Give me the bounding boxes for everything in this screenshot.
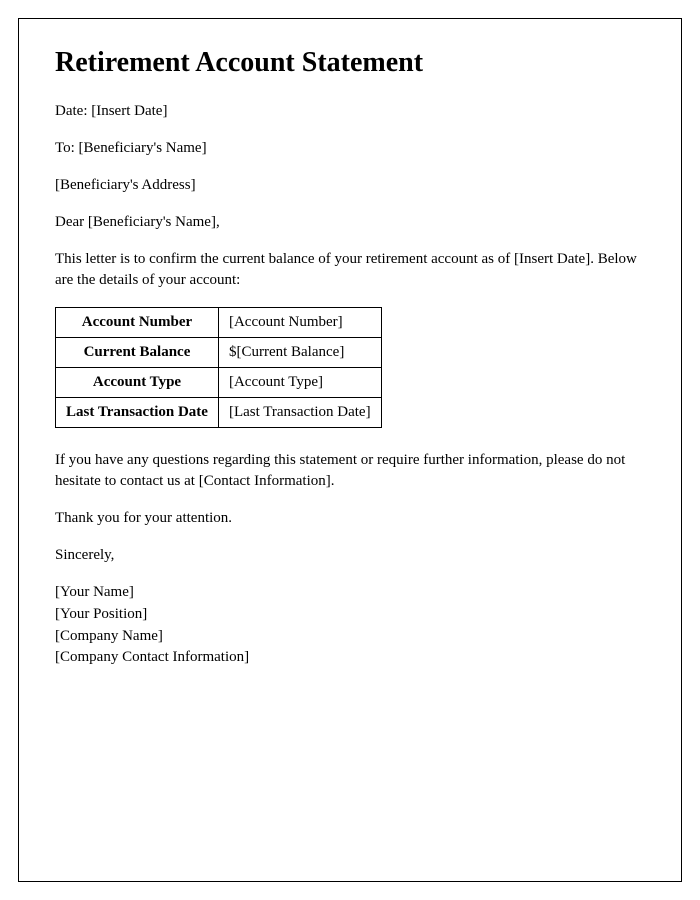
row-label: Account Number [56,308,219,338]
signature-company: [Company Name] [55,626,645,648]
row-value: [Account Number] [218,308,381,338]
row-label: Current Balance [56,338,219,368]
closing-section: If you have any questions regarding this… [55,450,645,669]
to-line: To: [Beneficiary's Name] [55,138,645,159]
address-line: [Beneficiary's Address] [55,175,645,196]
row-value: [Account Type] [218,368,381,398]
date-line: Date: [Insert Date] [55,101,645,122]
signoff: Sincerely, [55,545,645,566]
account-details-table: Account Number [Account Number] Current … [55,307,382,428]
thanks-line: Thank you for your attention. [55,508,645,529]
signature-position: [Your Position] [55,604,645,626]
table-row: Last Transaction Date [Last Transaction … [56,398,382,428]
intro-paragraph: This letter is to confirm the current ba… [55,249,645,291]
row-value: [Last Transaction Date] [218,398,381,428]
signature-block: [Your Name] [Your Position] [Company Nam… [55,582,645,669]
row-value: $[Current Balance] [218,338,381,368]
signature-contact: [Company Contact Information] [55,647,645,669]
contact-paragraph: If you have any questions regarding this… [55,450,645,492]
signature-name: [Your Name] [55,582,645,604]
document-page: Retirement Account Statement Date: [Inse… [18,18,682,882]
table-row: Current Balance $[Current Balance] [56,338,382,368]
row-label: Account Type [56,368,219,398]
row-label: Last Transaction Date [56,398,219,428]
page-title: Retirement Account Statement [55,47,645,79]
salutation: Dear [Beneficiary's Name], [55,212,645,233]
table-row: Account Number [Account Number] [56,308,382,338]
table-row: Account Type [Account Type] [56,368,382,398]
